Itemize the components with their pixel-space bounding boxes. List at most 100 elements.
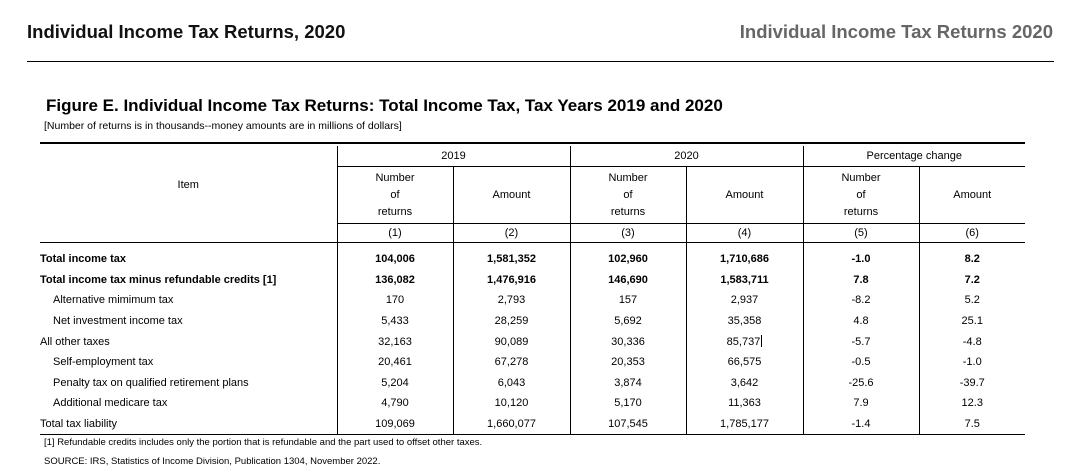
cell-value: 90,089: [452, 331, 570, 352]
cell-value: 7.2: [918, 269, 1025, 291]
table-body: Total income tax 104,006 1,581,352 102,9…: [40, 249, 1025, 436]
cell-value: 25.1: [918, 310, 1025, 332]
cell-value: 6,043: [452, 372, 570, 394]
table-row: Total tax liability 109,069 1,660,077 10…: [40, 413, 1025, 436]
cell-value: 5.2: [918, 290, 1025, 311]
cell-value: 1,785,177: [685, 413, 803, 436]
cell-value: -4.8: [918, 331, 1025, 352]
cell-value: 7.9: [802, 393, 919, 414]
cell-value: 7.8: [802, 269, 919, 291]
page-header-title: Individual Income Tax Returns, 2020: [27, 21, 346, 42]
table-row: All other taxes 32,163 90,089 30,336 85,…: [40, 331, 1025, 352]
amount-header: Amount: [918, 166, 1025, 224]
table-row: Total income tax minus refundable credit…: [40, 269, 1025, 291]
table-row: Net investment income tax 5,433 28,259 5…: [40, 310, 1025, 332]
row-label: Total income tax: [40, 253, 126, 266]
cell-value: 8.2: [918, 249, 1025, 270]
row-label: All other taxes: [40, 335, 110, 348]
cell-value: 32,163: [336, 331, 453, 352]
cell-value: 20,353: [569, 351, 686, 373]
cell-value: 3,874: [569, 372, 686, 394]
row-label: Total income tax minus refundable credit…: [40, 273, 277, 286]
text-cursor: [761, 335, 763, 348]
cell-value: -1.4: [802, 413, 919, 436]
cell-value: 104,006: [336, 249, 453, 270]
column-number: (5): [802, 223, 919, 243]
column-number: (1): [336, 223, 453, 243]
group-header-pct-change: Percentage change: [802, 146, 1025, 167]
cell-value: 136,082: [336, 269, 453, 291]
cell-value: 2,793: [452, 290, 570, 311]
cell-value: -25.6: [802, 372, 919, 394]
row-label: Additional medicare tax: [53, 397, 168, 410]
cell-value: 35,358: [685, 310, 803, 332]
table-row: Alternative mimimum tax 170 2,793 157 2,…: [40, 290, 1025, 311]
column-number: (3): [569, 223, 686, 243]
column-number: (2): [452, 223, 570, 243]
number-of-returns-header: Number of returns: [802, 166, 919, 224]
cell-value: 1,476,916: [452, 269, 570, 291]
cell-value: 1,660,077: [452, 413, 570, 436]
row-label: Penalty tax on qualified retirement plan…: [53, 376, 249, 389]
amount-header: Amount: [452, 166, 570, 224]
cell-value: 170: [336, 290, 453, 311]
cell-value: 66,575: [685, 351, 803, 373]
footnote: [1] Refundable credits includes only the…: [44, 437, 483, 448]
column-number: (4): [685, 223, 803, 243]
cell-value: 109,069: [336, 413, 453, 436]
cell-value: 146,690: [569, 269, 686, 291]
cell-value: 4,790: [336, 393, 453, 414]
table-row: Additional medicare tax 4,790 10,120 5,1…: [40, 393, 1025, 414]
amount-header: Amount: [685, 166, 803, 224]
cell-value: 5,692: [569, 310, 686, 332]
item-header-blank: [40, 224, 337, 243]
table-row: Total income tax 104,006 1,581,352 102,9…: [40, 249, 1025, 270]
cell-value: 102,960: [569, 249, 686, 270]
cell-value: 4.8: [802, 310, 919, 332]
cell-value: 1,710,686: [685, 249, 803, 270]
income-tax-table: Item 2019 2020 Percentage change Number o…: [40, 142, 1025, 436]
cell-value: 28,259: [452, 310, 570, 332]
cell-value: 20,461: [336, 351, 453, 373]
header-separator: [40, 242, 337, 249]
header-divider: [27, 61, 1054, 62]
cell-value: -1.0: [918, 351, 1025, 373]
column-number: (6): [918, 223, 1025, 243]
cell-value: 157: [569, 290, 686, 311]
figure-title: Figure E. Individual Income Tax Returns:…: [46, 96, 723, 115]
row-label: Total tax liability: [40, 413, 337, 436]
cell-value: 7.5: [918, 413, 1025, 436]
cell-value: 5,170: [569, 393, 686, 414]
row-label: Self-employment tax: [53, 356, 154, 369]
table-row: Self-employment tax 20,461 67,278 20,353…: [40, 351, 1025, 373]
group-header-2020: 2020: [569, 146, 803, 167]
cell-value: 12.3: [918, 393, 1025, 414]
number-of-returns-header: Number of returns: [336, 166, 453, 224]
item-header: Item: [177, 178, 199, 191]
cell-value: 2,937: [685, 290, 803, 311]
row-label: Net investment income tax: [53, 315, 183, 328]
cell-value: 1,583,711: [685, 269, 803, 291]
cell-value: -1.0: [802, 249, 919, 270]
cell-value: -8.2: [802, 290, 919, 311]
source-note: SOURCE: IRS, Statistics of Income Divisi…: [44, 456, 381, 467]
table-row: Penalty tax on qualified retirement plan…: [40, 372, 1025, 394]
cell-value: 11,363: [685, 393, 803, 414]
cell-value: 1,581,352: [452, 249, 570, 270]
cell-value: 5,433: [336, 310, 453, 332]
row-label: Alternative mimimum tax: [53, 294, 174, 307]
cell-value-selected[interactable]: 85,737: [685, 331, 803, 352]
group-header-2019: 2019: [336, 146, 570, 167]
cell-value: 5,204: [336, 372, 453, 394]
cell-value: -0.5: [802, 351, 919, 373]
figure-subtitle: [Number of returns is in thousands--mone…: [44, 120, 402, 132]
cell-value: -39.7: [918, 372, 1025, 394]
cell-value: -5.7: [802, 331, 919, 352]
number-of-returns-header: Number of returns: [569, 166, 686, 224]
cell-value: 10,120: [452, 393, 570, 414]
cell-value: 30,336: [569, 331, 686, 352]
cell-value: 67,278: [452, 351, 570, 373]
page-header-right-title: Individual Income Tax Returns 2020: [739, 21, 1053, 42]
cell-value: 3,642: [685, 372, 803, 394]
cell-value: 107,545: [569, 413, 686, 436]
